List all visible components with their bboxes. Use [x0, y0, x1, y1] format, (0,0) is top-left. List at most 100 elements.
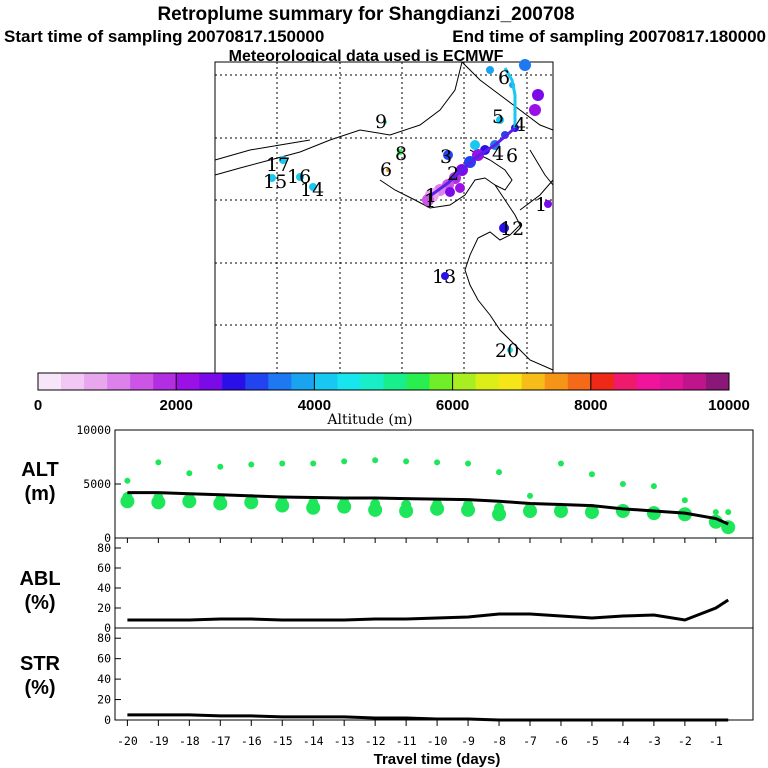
- map-plume-marker: [470, 140, 480, 150]
- colorbar-swatch: [291, 373, 315, 390]
- colorbar-swatch: [406, 373, 430, 390]
- map-plume-marker: [499, 223, 509, 233]
- altitude-colorbar: [37, 372, 730, 391]
- alt-panel-label: ALT: [21, 459, 58, 481]
- x-tick-label: -1: [709, 734, 723, 748]
- abl-panel-unit: (%): [24, 592, 55, 614]
- colorbar-swatch: [590, 373, 615, 390]
- alt-point-upper: [341, 458, 348, 465]
- map-day-label: 9: [375, 111, 387, 133]
- x-tick-label: -2: [678, 734, 692, 748]
- colorbar-tick-label: 0: [34, 397, 42, 414]
- colorbar-swatch: [245, 373, 269, 390]
- map-plume-marker: [544, 200, 552, 208]
- alt-ytick-label: 0: [104, 531, 111, 545]
- alt-point-upper: [527, 492, 534, 499]
- map-coastline: [464, 184, 554, 371]
- colorbar-swatch: [38, 373, 62, 390]
- alt-point-upper: [557, 460, 564, 467]
- colorbar-swatch: [613, 373, 638, 390]
- map-day-label: 1: [424, 190, 436, 212]
- map-day-label: 17: [266, 154, 290, 176]
- map-plume-marker: [309, 183, 317, 191]
- alt-point-mid: [308, 497, 319, 508]
- colorbar-swatch: [199, 373, 223, 390]
- alt-point-mid: [339, 497, 350, 508]
- map-day-label: 3: [440, 146, 452, 168]
- colorbar-swatch: [130, 373, 154, 390]
- alt-point-upper: [186, 470, 193, 477]
- str-ytick-label: 20: [97, 693, 111, 707]
- alt-point-mid: [463, 499, 474, 510]
- map-coastline: [214, 61, 463, 176]
- map-plume-marker: [455, 183, 465, 193]
- alt-point-upper: [124, 477, 131, 484]
- str-ytick-label: 40: [97, 672, 111, 686]
- panel-frame: [114, 429, 754, 539]
- colorbar-ticks: 0 2000 4000 6000 8000 10000: [34, 373, 750, 414]
- colorbar-swatch: [222, 373, 246, 390]
- x-tick-label: -6: [554, 734, 568, 748]
- x-axis-ticks: -20 -19 -18 -17 -16 -15 -14 -13 -12 -11 -10 -9 -8 -7 -…: [117, 538, 723, 748]
- colorbar-swatch: [682, 373, 707, 390]
- alt-point-mid: [494, 502, 505, 513]
- map-day-label: 4: [492, 143, 504, 165]
- map-coastline: [519, 179, 554, 211]
- map-plume-centerline: [429, 126, 516, 198]
- map-day-label: 6: [506, 145, 518, 167]
- colorbar-swatch: [659, 373, 684, 390]
- colorbar-tick-label: 6000: [436, 397, 469, 414]
- colorbar-tick-label: 8000: [574, 397, 607, 414]
- colorbar-swatch: [475, 373, 499, 390]
- str-panel-label: STR: [20, 653, 61, 675]
- colorbar-swatch: [107, 373, 131, 390]
- alt-point-upper: [650, 483, 657, 490]
- abl-ytick-label: 60: [97, 561, 111, 575]
- alt-point-upper: [372, 457, 379, 464]
- x-tick-label: -9: [461, 734, 475, 748]
- colorbar-tick-label: 2000: [160, 397, 193, 414]
- map-plume-marker: [397, 149, 403, 155]
- x-tick-label: -13: [334, 734, 355, 748]
- colorbar-swatch: [268, 373, 292, 390]
- map-day-label: 1: [535, 194, 547, 216]
- map-day-label: 15: [263, 171, 287, 193]
- str-panel-unit: (%): [24, 677, 55, 699]
- map-plume-marker: [529, 104, 541, 116]
- abl-ytick-label: 20: [97, 601, 111, 615]
- x-tick-label: -14: [303, 734, 324, 748]
- map-day-label: 14: [300, 179, 324, 201]
- alt-point-upper: [496, 469, 503, 476]
- str-ytick-label: 60: [97, 652, 111, 666]
- map-day-label: 6: [498, 67, 510, 89]
- map-coastline: [379, 177, 496, 209]
- str-ytick-label: 0: [104, 713, 111, 727]
- abl-panel: 80 60 40 20 0: [97, 537, 754, 635]
- map-day-label: 13: [432, 266, 456, 288]
- colorbar-swatch: [360, 373, 384, 390]
- alt-point-upper: [619, 481, 626, 487]
- start-time-label: Start time of sampling 20070817.150000: [4, 27, 324, 46]
- colorbar-swatch: [521, 373, 546, 390]
- colorbar-swatch: [314, 373, 338, 390]
- colorbar-swatch: [452, 373, 476, 390]
- alt-point-mid: [277, 496, 288, 507]
- x-tick-label: -20: [117, 734, 138, 748]
- map-day-label: 12: [500, 218, 524, 240]
- map-day-label: 16: [287, 166, 311, 188]
- x-axis-label: Travel time (days): [374, 751, 501, 768]
- map-day-label: 2: [447, 163, 459, 185]
- x-tick-label: -7: [523, 734, 537, 748]
- alt-point-upper: [712, 509, 719, 516]
- colorbar-swatch: [176, 373, 200, 390]
- map-day-label: 4: [514, 114, 526, 136]
- alt-point-upper: [434, 459, 441, 466]
- map-coastline: [461, 61, 554, 131]
- alt-point-upper: [279, 460, 286, 467]
- colorbar-swatch: [153, 373, 177, 390]
- abl-ytick-label: 80: [97, 541, 111, 555]
- map-plume-branch: [503, 67, 517, 128]
- x-tick-label: -10: [427, 734, 448, 748]
- colorbar-swatch: [429, 373, 453, 390]
